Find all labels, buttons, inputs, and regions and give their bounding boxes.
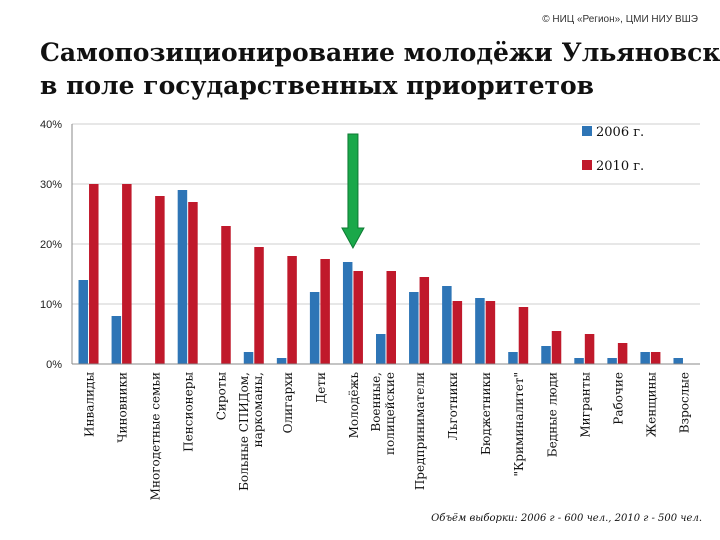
svg-text:Сироты: Сироты bbox=[215, 372, 229, 421]
svg-text:Дети: Дети bbox=[314, 372, 328, 404]
svg-text:Чиновники: Чиновники bbox=[116, 372, 130, 443]
category-label: Многодетные семьи bbox=[149, 372, 163, 500]
bar-2006 bbox=[409, 292, 419, 364]
category-label: Дети bbox=[314, 372, 328, 404]
category-label: Олигархи bbox=[281, 372, 295, 433]
category-label: Женщины bbox=[644, 372, 658, 438]
svg-text:Олигархи: Олигархи bbox=[281, 372, 295, 433]
axes: 0% 10% 20% 30% 40% bbox=[40, 119, 700, 371]
bar-2010 bbox=[320, 259, 330, 364]
bar-2006 bbox=[574, 358, 584, 364]
category-label: Сироты bbox=[215, 372, 229, 421]
y-tick-label: 10% bbox=[40, 299, 62, 311]
down-arrow-icon bbox=[341, 133, 365, 250]
gridlines bbox=[72, 123, 700, 305]
title-line-2: в поле государственных приоритетов bbox=[40, 71, 595, 100]
svg-text:Женщины: Женщины bbox=[644, 372, 658, 438]
category-label: Молодёжь bbox=[347, 372, 361, 439]
category-label: Льготники bbox=[446, 372, 460, 440]
category-label: Мигранты bbox=[578, 372, 592, 438]
svg-text:наркоманы,: наркоманы, bbox=[251, 372, 265, 447]
bar-2006 bbox=[243, 352, 254, 364]
sample-size-footnote: Объём выборки: 2006 г - 600 чел., 2010 г… bbox=[431, 513, 702, 524]
bar-2006 bbox=[475, 298, 485, 364]
bar-2006 bbox=[442, 286, 452, 364]
category-label: "Криминалитет" bbox=[512, 372, 526, 477]
legend: 2006 г. 2010 г. bbox=[582, 125, 644, 174]
bar-2006 bbox=[78, 280, 89, 364]
y-tick-label: 0% bbox=[46, 359, 62, 371]
svg-text:Мигранты: Мигранты bbox=[578, 372, 592, 438]
category-label: Пенсионеры bbox=[182, 372, 196, 452]
bar-2010 bbox=[254, 247, 264, 364]
y-tick-label: 40% bbox=[40, 119, 62, 131]
svg-text:Взрослые: Взрослые bbox=[677, 372, 691, 433]
legend-label: 2006 г. bbox=[596, 125, 644, 140]
bar-2010 bbox=[155, 196, 165, 364]
bar-2010 bbox=[584, 334, 595, 364]
legend-label: 2010 г. bbox=[596, 159, 644, 174]
bar-2010 bbox=[221, 226, 231, 364]
bars bbox=[78, 184, 683, 364]
bar-2006 bbox=[673, 358, 683, 364]
category-label: Инвалиды bbox=[83, 372, 97, 437]
bar-2006 bbox=[541, 346, 551, 364]
bar-2006 bbox=[342, 262, 353, 364]
category-label: Чиновники bbox=[116, 372, 130, 443]
y-tick-label: 20% bbox=[40, 239, 62, 251]
svg-text:"Криминалитет": "Криминалитет" bbox=[512, 372, 526, 477]
bar-2010 bbox=[287, 256, 297, 364]
bar-2006 bbox=[276, 358, 287, 364]
category-label: Взрослые bbox=[677, 372, 691, 433]
bar-2006 bbox=[111, 316, 122, 364]
title-line-1: Самопозиционирование молодёжи Ульяновска bbox=[40, 38, 720, 67]
svg-text:Рабочие: Рабочие bbox=[611, 372, 625, 425]
copyright-text: © НИЦ «Регион», ЦМИ НИУ ВШЭ bbox=[542, 14, 698, 25]
bar-2006 bbox=[376, 334, 386, 364]
bar-2010 bbox=[551, 331, 562, 364]
svg-text:Многодетные семьи: Многодетные семьи bbox=[149, 372, 163, 500]
bar-2010 bbox=[419, 277, 430, 364]
svg-text:полицейские: полицейские bbox=[383, 372, 397, 455]
legend-swatch bbox=[582, 126, 592, 136]
bar-2010 bbox=[485, 301, 496, 364]
bar-2006 bbox=[640, 352, 650, 364]
category-labels: Инвалиды Чиновники Многодетные семьи Пенсио… bbox=[83, 372, 692, 501]
category-label: Больные СПИДом, наркоманы, bbox=[237, 372, 265, 491]
svg-text:Бюджетники: Бюджетники bbox=[479, 372, 493, 455]
category-label: Рабочие bbox=[611, 372, 625, 425]
bar-2010 bbox=[188, 202, 198, 364]
svg-text:Военные,: Военные, bbox=[369, 372, 383, 432]
svg-text:Пенсионеры: Пенсионеры bbox=[182, 372, 196, 452]
highlight-arrow bbox=[341, 133, 365, 250]
svg-text:Предприниматели: Предприниматели bbox=[413, 372, 427, 490]
bar-2010 bbox=[650, 352, 661, 364]
bar-2006 bbox=[607, 358, 617, 364]
svg-text:Больные СПИДом,: Больные СПИДом, bbox=[237, 372, 251, 491]
bar-2010 bbox=[353, 271, 363, 364]
svg-text:Молодёжь: Молодёжь bbox=[347, 372, 361, 439]
category-label: Предприниматели bbox=[413, 372, 427, 490]
bar-2006 bbox=[177, 190, 188, 364]
legend-swatch bbox=[582, 160, 592, 170]
category-label: Военные, полицейские bbox=[369, 372, 397, 455]
bar-2010 bbox=[617, 343, 628, 364]
bar-2006 bbox=[309, 292, 320, 364]
svg-text:Льготники: Льготники bbox=[446, 372, 460, 440]
svg-text:Инвалиды: Инвалиды bbox=[83, 372, 97, 437]
bar-2010 bbox=[452, 301, 463, 364]
bar-2006 bbox=[508, 352, 518, 364]
category-label: Бюджетники bbox=[479, 372, 493, 455]
y-tick-label: 30% bbox=[40, 179, 62, 191]
page-title: Самопозиционирование молодёжи Ульяновска… bbox=[40, 36, 720, 102]
bar-2010 bbox=[122, 184, 132, 364]
svg-text:Бедные люди: Бедные люди bbox=[545, 372, 559, 457]
category-label: Бедные люди bbox=[545, 372, 559, 457]
bar-2010 bbox=[89, 184, 99, 364]
bar-2010 bbox=[386, 271, 396, 364]
bar-2010 bbox=[518, 307, 529, 364]
